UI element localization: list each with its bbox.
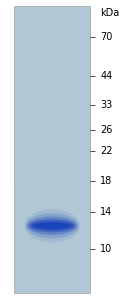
Bar	[14, 128, 90, 135]
Ellipse shape	[29, 219, 75, 232]
Text: 70: 70	[100, 32, 112, 42]
Bar	[14, 243, 90, 250]
Bar	[14, 250, 90, 257]
Bar	[14, 106, 90, 114]
Bar	[14, 150, 90, 157]
Bar	[14, 92, 90, 99]
Ellipse shape	[37, 223, 67, 228]
Text: 22: 22	[100, 146, 113, 156]
Bar	[14, 286, 90, 293]
Bar	[14, 228, 90, 236]
Bar	[14, 49, 90, 56]
Ellipse shape	[26, 213, 79, 238]
Bar	[14, 121, 90, 128]
Bar	[14, 236, 90, 243]
FancyBboxPatch shape	[14, 6, 90, 293]
Ellipse shape	[27, 216, 77, 235]
Text: 33: 33	[100, 100, 112, 110]
Bar	[14, 142, 90, 150]
Bar	[14, 171, 90, 178]
Bar	[14, 56, 90, 63]
Bar	[14, 200, 90, 207]
Ellipse shape	[24, 209, 80, 242]
Ellipse shape	[31, 221, 73, 230]
Bar	[14, 6, 90, 13]
Bar	[14, 178, 90, 185]
Bar	[14, 214, 90, 221]
Text: 10: 10	[100, 244, 112, 254]
Bar	[14, 63, 90, 71]
Text: 18: 18	[100, 176, 112, 186]
Ellipse shape	[40, 224, 64, 228]
Bar	[14, 135, 90, 142]
Bar	[14, 221, 90, 228]
Bar	[14, 42, 90, 49]
Bar	[14, 71, 90, 78]
Bar	[14, 28, 90, 35]
Bar	[14, 279, 90, 286]
Ellipse shape	[34, 222, 71, 229]
Bar	[14, 35, 90, 42]
Bar	[14, 271, 90, 279]
Bar	[14, 20, 90, 28]
Text: 44: 44	[100, 71, 112, 81]
Bar	[14, 185, 90, 193]
Bar	[14, 264, 90, 271]
Bar	[14, 85, 90, 92]
Bar	[14, 164, 90, 171]
Bar	[14, 13, 90, 20]
Bar	[14, 157, 90, 164]
Bar	[14, 99, 90, 106]
Bar	[14, 193, 90, 200]
Text: 26: 26	[100, 125, 112, 135]
Bar	[14, 78, 90, 85]
Text: 14: 14	[100, 207, 112, 217]
Bar	[14, 207, 90, 214]
Bar	[14, 114, 90, 121]
Bar	[14, 257, 90, 264]
Text: kDa: kDa	[100, 8, 119, 19]
